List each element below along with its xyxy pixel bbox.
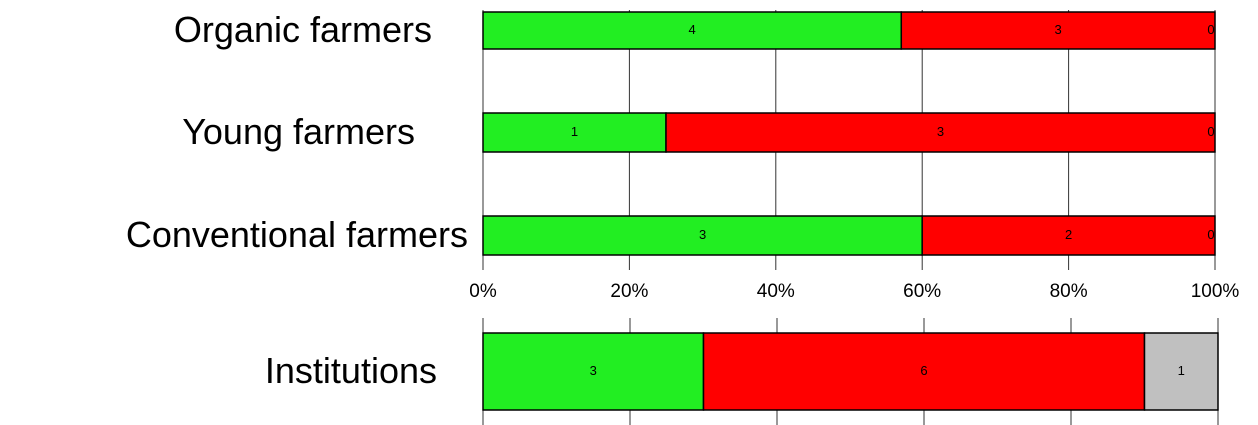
- value-label: 3: [937, 124, 944, 139]
- bar-segment: [921, 215, 1216, 256]
- value-label: 1: [1178, 363, 1185, 378]
- category-label: Conventional farmers: [126, 214, 468, 255]
- value-label: 6: [920, 363, 927, 378]
- value-label: 0: [1207, 22, 1214, 37]
- x-tick-label: 80%: [1050, 281, 1088, 302]
- x-tick-label: 60%: [903, 281, 941, 302]
- category-label: Young farmers: [182, 111, 415, 152]
- value-label: 3: [699, 227, 706, 242]
- bar-segment: [665, 112, 1216, 153]
- x-tick-label: 40%: [757, 281, 795, 302]
- bar-segment: [482, 215, 923, 256]
- value-label: 0: [1207, 227, 1214, 242]
- bar-segment: [900, 11, 1216, 50]
- x-tick-label: 100%: [1191, 281, 1240, 302]
- value-label: 0: [1207, 124, 1214, 139]
- x-tick-label: 0%: [469, 281, 497, 302]
- bar-segment: [702, 332, 1146, 411]
- x-tick-label: 20%: [610, 281, 648, 302]
- value-label: 1: [571, 124, 578, 139]
- category-label: Institutions: [265, 350, 437, 391]
- value-label: 4: [689, 22, 696, 37]
- bar-segment: [1143, 332, 1219, 411]
- value-label: 2: [1065, 227, 1072, 242]
- bar-segment: [482, 332, 705, 411]
- category-label: Organic farmers: [174, 9, 432, 50]
- bar-segment: [482, 112, 667, 153]
- value-label: 3: [1055, 22, 1062, 37]
- value-label: 3: [590, 363, 597, 378]
